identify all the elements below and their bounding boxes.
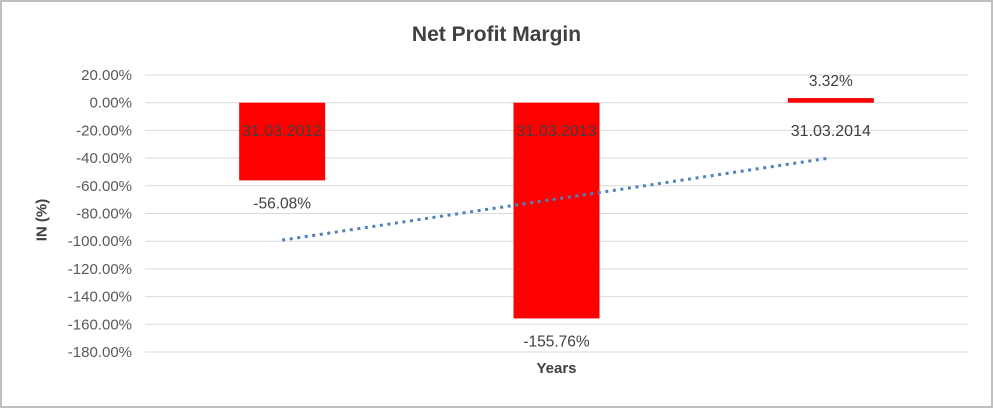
- y-tick-label: -80.00%: [76, 206, 132, 223]
- category-label: 31.03.2013: [516, 123, 596, 140]
- y-tick-label: -140.00%: [68, 289, 132, 306]
- y-tick-label: 20.00%: [81, 67, 132, 84]
- y-tick-label: -20.00%: [76, 122, 132, 139]
- y-tick-label: 0.00%: [89, 95, 132, 112]
- x-axis-title: Years: [536, 360, 577, 377]
- chart-title: Net Profit Margin: [411, 23, 582, 46]
- y-tick-label: -120.00%: [68, 261, 132, 278]
- category-label: 31.03.2014: [791, 123, 871, 140]
- trendline: [281, 156, 832, 242]
- bar: [239, 102, 326, 181]
- category-label: 31.03.2012: [242, 123, 322, 140]
- value-label: 3.32%: [809, 73, 853, 90]
- bar: [787, 98, 874, 103]
- y-tick-label: -160.00%: [68, 316, 132, 333]
- y-tick-label: -40.00%: [76, 150, 132, 167]
- bar: [513, 102, 600, 319]
- value-label: -155.76%: [523, 333, 590, 350]
- y-tick-label: -60.00%: [76, 178, 132, 195]
- y-tick-label: -100.00%: [68, 233, 132, 250]
- value-label: -56.08%: [253, 195, 311, 212]
- y-tick-label: -180.00%: [68, 344, 132, 361]
